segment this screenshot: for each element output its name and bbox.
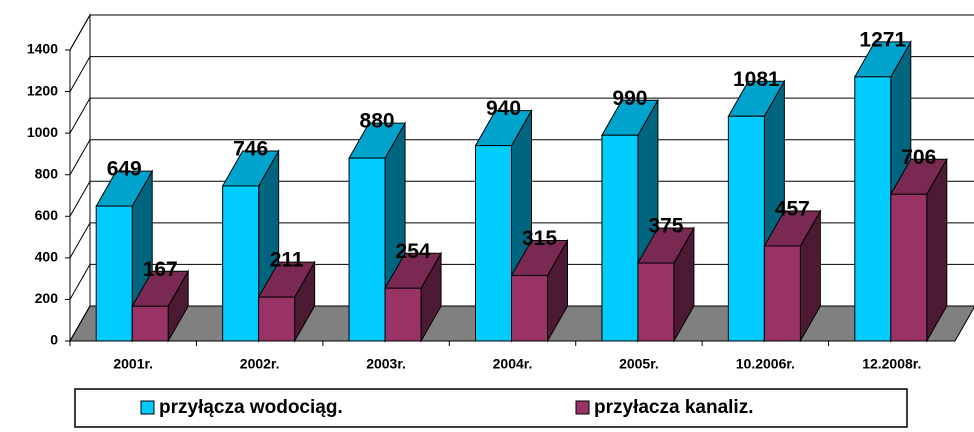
bar	[222, 185, 260, 342]
value-label: 706	[901, 146, 936, 169]
grid-line-side	[69, 181, 91, 217]
legend-box	[74, 388, 908, 428]
bar	[131, 305, 169, 342]
value-label: 880	[360, 110, 395, 133]
value-label: 1081	[733, 68, 780, 91]
x-tick-label: 12.2008r.	[862, 356, 921, 372]
value-label: 315	[522, 227, 557, 250]
bar	[890, 193, 928, 342]
grid-line-side	[69, 139, 91, 175]
value-label: 990	[612, 87, 647, 110]
y-tick-label: 200	[35, 290, 59, 306]
grid-line-side	[69, 222, 91, 259]
side-wall	[69, 13, 91, 343]
x-tick-label: 2002r.	[240, 356, 280, 372]
grid-line-side	[69, 56, 91, 92]
value-label: 211	[270, 249, 304, 272]
y-tick-label: 800	[35, 165, 59, 181]
bar	[727, 115, 765, 342]
grid-line-side	[69, 97, 91, 134]
bar	[384, 287, 422, 342]
value-label: 375	[648, 215, 683, 238]
value-label: 254	[396, 240, 431, 263]
grid-line-side	[69, 14, 91, 51]
x-tick-label: 2005r.	[619, 356, 659, 372]
x-tick-label: 2003r.	[366, 356, 406, 372]
y-tick-label: 1200	[27, 82, 58, 98]
value-label: 940	[486, 97, 521, 120]
y-tick-label: 1400	[27, 41, 58, 57]
bar	[854, 76, 892, 342]
value-label: 649	[107, 158, 142, 181]
bar	[348, 157, 386, 342]
legend-swatch	[140, 400, 155, 415]
value-label: 746	[233, 137, 268, 160]
value-label: 1271	[859, 28, 906, 51]
value-label: 167	[143, 258, 178, 281]
bar	[763, 245, 801, 342]
y-tick-label: 400	[35, 249, 59, 265]
legend-label: przyłącza wodociąg.	[159, 397, 343, 418]
y-tick-label: 600	[35, 207, 59, 223]
bar	[637, 262, 675, 342]
grid-line-side	[69, 305, 91, 342]
legend-swatch	[575, 400, 590, 415]
value-label: 457	[775, 198, 810, 221]
y-tick-label: 0	[50, 332, 58, 348]
bar	[95, 205, 133, 342]
x-tick-label: 2001r.	[113, 356, 153, 372]
bar	[258, 296, 296, 342]
grid-line-side	[69, 264, 91, 300]
bar	[511, 275, 548, 342]
x-tick-label: 2004r.	[493, 356, 533, 372]
bar	[475, 145, 512, 342]
bar	[601, 134, 639, 342]
y-tick-label: 1000	[27, 124, 58, 140]
legend-label: przyłacza kanaliz.	[594, 397, 753, 418]
x-tick-label: 10.2006r.	[736, 356, 795, 372]
